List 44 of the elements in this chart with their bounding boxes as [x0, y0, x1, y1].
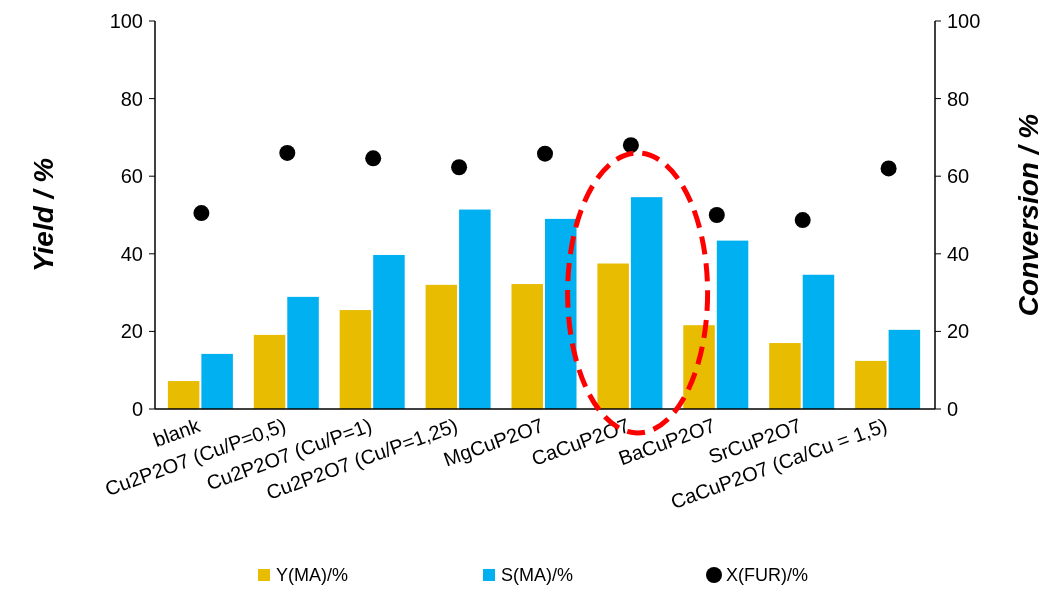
bar	[630, 197, 663, 409]
y2-tick-label: 40	[947, 242, 970, 265]
point	[193, 205, 210, 222]
point	[279, 144, 296, 161]
bar	[769, 343, 801, 409]
y-tick-label: 80	[120, 87, 143, 110]
bar	[339, 310, 372, 409]
y2-tick-label: 20	[947, 320, 970, 343]
y-tick-label: 0	[131, 398, 143, 420]
bar	[597, 263, 629, 409]
y2-tick-label: 80	[947, 87, 970, 110]
point	[365, 150, 382, 167]
point	[451, 159, 468, 176]
bar	[683, 325, 715, 409]
bar	[888, 329, 921, 409]
y2-axis-title: Conversion / %	[1013, 113, 1044, 317]
y2-tick-label: 0	[947, 398, 959, 420]
y2-tick-label: 60	[947, 165, 970, 188]
y-tick-label: 20	[120, 320, 143, 343]
bar	[167, 381, 200, 409]
bar	[716, 240, 749, 409]
bar	[287, 296, 319, 409]
bar	[459, 209, 491, 409]
y-tick-label: 40	[120, 242, 143, 265]
bar	[545, 218, 577, 409]
bar	[425, 284, 458, 409]
point	[622, 137, 639, 154]
y2-tick-label: 100	[947, 10, 981, 32]
bar	[802, 274, 835, 409]
bar	[201, 353, 233, 409]
y-tick-label: 100	[109, 10, 143, 32]
legend-label: X(FUR)/%	[726, 565, 808, 586]
point	[537, 145, 553, 162]
y-axis-title: Yield / %	[28, 157, 59, 273]
bar	[855, 360, 887, 409]
point	[794, 212, 811, 229]
legend-label: S(MA)/%	[501, 565, 573, 586]
legend-label: Y(MA)/%	[276, 565, 348, 586]
bar	[373, 254, 405, 409]
bar	[253, 334, 286, 409]
bar	[511, 284, 543, 409]
point	[708, 207, 725, 223]
point	[880, 160, 897, 177]
y-tick-label: 60	[120, 165, 143, 188]
